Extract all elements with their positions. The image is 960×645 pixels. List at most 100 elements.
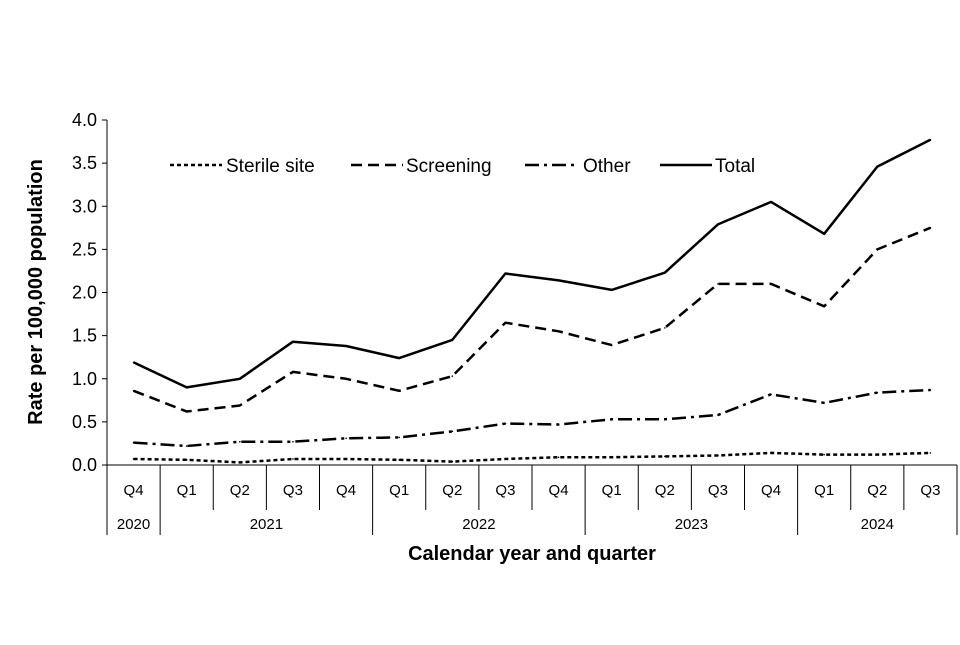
year-label: 2020	[117, 516, 150, 533]
y-tick-label: 3.5	[72, 153, 97, 173]
data-point-total	[185, 386, 188, 389]
x-tick-label: Q2	[655, 482, 675, 499]
data-point-total	[398, 357, 400, 359]
data-point-sterile-site	[398, 459, 400, 461]
data-point-other	[132, 441, 135, 444]
data-point-screening	[292, 371, 294, 373]
data-point-other	[345, 437, 347, 440]
data-point-total	[132, 361, 135, 364]
data-point-sterile-site	[292, 458, 294, 460]
x-tick-label: Q3	[920, 482, 940, 499]
data-point-screening	[823, 305, 825, 308]
data-point-other	[451, 430, 454, 433]
data-point-total	[557, 279, 560, 282]
data-point-other	[664, 418, 666, 421]
x-tick-label: Q2	[230, 482, 250, 499]
data-point-other	[557, 423, 560, 426]
data-point-screening	[610, 344, 613, 346]
data-point-sterile-site	[610, 456, 613, 459]
legend-label-other: Other	[583, 156, 631, 177]
y-tick-label: 4.0	[72, 110, 97, 130]
data-point-screening	[185, 410, 188, 413]
y-tick-label: 0.0	[72, 455, 97, 475]
data-point-other	[823, 402, 825, 404]
y-tick-label: 1.5	[72, 326, 97, 346]
x-tick-label: Q3	[283, 482, 303, 499]
x-tick-label: Q1	[389, 482, 409, 499]
x-tick-label: Q4	[549, 482, 569, 499]
data-point-screening	[664, 327, 666, 329]
data-point-screening	[504, 321, 507, 324]
data-point-sterile-site	[876, 453, 879, 456]
series-line-other	[133, 388, 931, 448]
year-label: 2023	[675, 516, 708, 533]
x-tick-label: Q1	[602, 482, 622, 499]
x-tick-label: Q4	[761, 482, 781, 499]
data-point-other	[292, 440, 294, 443]
year-label: 2024	[861, 516, 894, 533]
data-point-screening	[770, 283, 772, 285]
data-point-sterile-site	[239, 461, 241, 464]
data-point-sterile-site	[823, 453, 825, 456]
data-point-other	[929, 389, 932, 391]
data-point-sterile-site	[664, 455, 666, 458]
legend-label-screening: Screening	[406, 156, 492, 177]
data-point-total	[292, 340, 294, 343]
data-point-screening	[132, 390, 135, 392]
data-point-other	[239, 440, 241, 443]
data-point-other	[717, 414, 719, 416]
data-point-total	[823, 233, 825, 235]
data-point-screening	[398, 390, 400, 392]
series-lines	[132, 138, 932, 464]
x-tick-label: Q4	[336, 482, 356, 499]
x-tick-label: Q2	[867, 482, 887, 499]
x-tick-label: Q2	[442, 482, 462, 499]
x-tick-label: Q1	[814, 482, 834, 499]
data-point-screening	[929, 227, 932, 229]
data-point-screening	[345, 377, 347, 380]
data-point-total	[610, 289, 613, 291]
x-tick-label: Q4	[124, 482, 144, 499]
legend: Sterile site Screening Other Total	[170, 156, 755, 177]
legend-label-sterile-site: Sterile site	[226, 156, 315, 177]
data-point-total	[504, 272, 507, 275]
data-point-screening	[717, 283, 719, 285]
series-line-total	[133, 138, 931, 389]
series-line-screening	[133, 226, 931, 413]
data-point-other	[876, 391, 879, 394]
data-point-total	[451, 339, 454, 341]
legend-label-total: Total	[715, 156, 755, 177]
data-point-screening	[451, 375, 454, 377]
year-label: 2022	[462, 516, 495, 533]
y-tick-label: 2.0	[72, 283, 97, 303]
data-point-total	[770, 201, 772, 203]
data-point-total	[876, 165, 879, 168]
series-line-sterile-site	[133, 451, 931, 464]
data-point-other	[504, 422, 507, 425]
data-point-other	[398, 436, 400, 439]
y-tick-label: 1.0	[72, 369, 97, 389]
x-axis-title: Calendar year and quarter	[408, 543, 656, 565]
data-point-sterile-site	[185, 459, 188, 461]
data-point-sterile-site	[557, 456, 560, 459]
data-point-other	[185, 445, 188, 447]
y-tick-label: 3.0	[72, 196, 97, 216]
x-tick-label: Q3	[708, 482, 728, 499]
data-point-sterile-site	[132, 458, 135, 460]
data-point-sterile-site	[451, 460, 454, 463]
data-point-total	[929, 139, 932, 141]
data-point-screening	[876, 248, 879, 251]
y-axis-title: Rate per 100,000 population	[25, 159, 47, 425]
data-point-sterile-site	[929, 452, 932, 454]
data-point-sterile-site	[345, 458, 347, 460]
data-point-sterile-site	[504, 458, 507, 460]
data-point-other	[610, 418, 613, 421]
data-point-sterile-site	[770, 452, 772, 454]
data-point-total	[239, 377, 241, 380]
x-tick-label: Q3	[495, 482, 515, 499]
year-label: 2021	[250, 516, 283, 533]
data-point-total	[345, 345, 347, 347]
data-point-total	[717, 223, 719, 226]
